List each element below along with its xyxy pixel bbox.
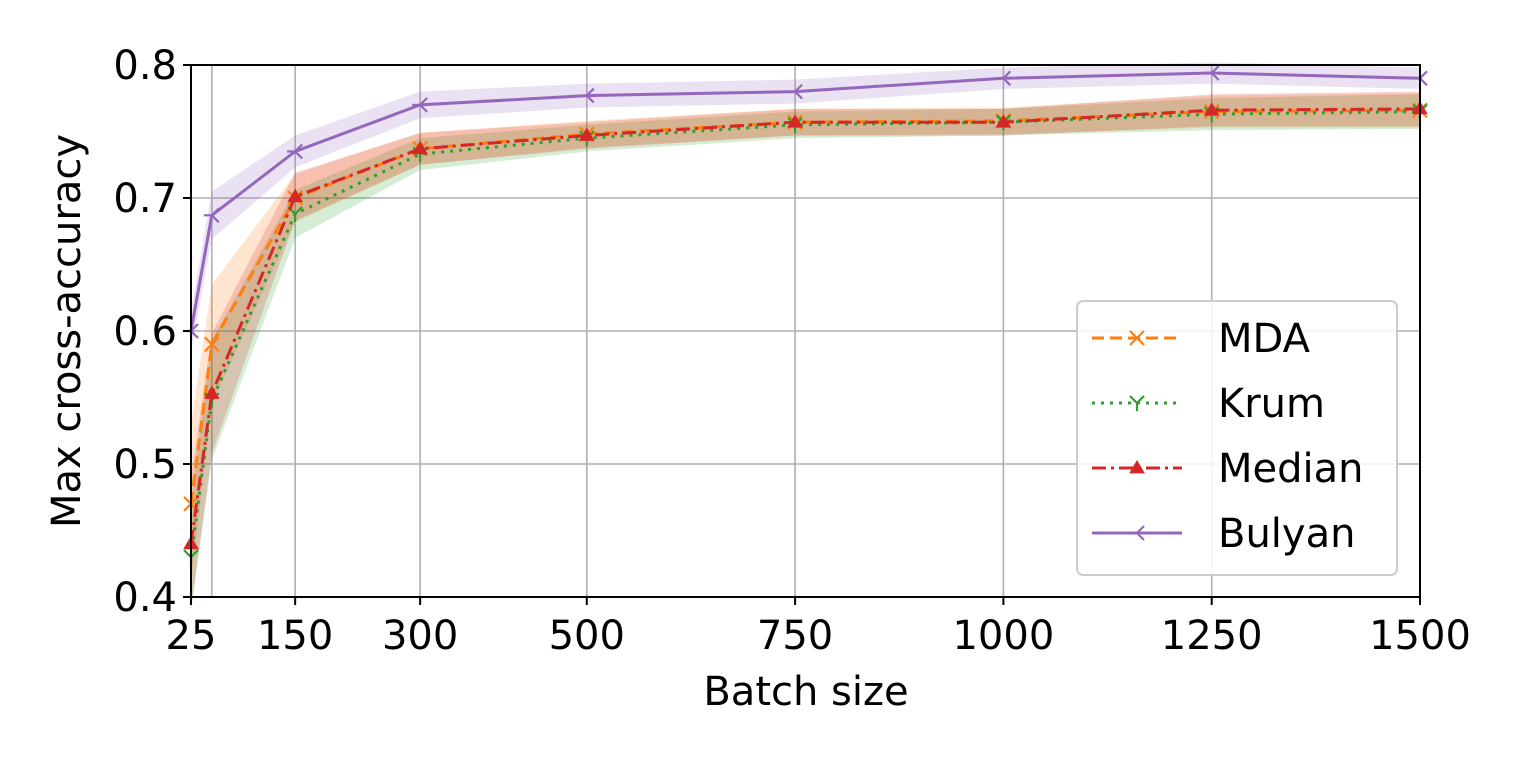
x-tick-label: 150	[257, 613, 333, 659]
point-median	[995, 114, 1012, 128]
x-tick-label: 750	[757, 613, 833, 659]
legend-label: Median	[1218, 446, 1364, 492]
point-median	[203, 385, 220, 399]
y-axis-label: Max cross-accuracy	[44, 134, 90, 528]
legend-box	[1076, 300, 1398, 576]
legend-item-krum: Krum	[1092, 381, 1325, 427]
x-tick-label: 1500	[1369, 613, 1471, 659]
point-median	[287, 188, 304, 203]
point-median	[412, 140, 429, 155]
point-median	[787, 114, 803, 128]
point-bulyan	[1203, 65, 1220, 81]
point-median	[578, 127, 595, 141]
x-tick-label: 1000	[952, 613, 1054, 659]
legend-label: Krum	[1218, 381, 1325, 427]
x-tick-label: 300	[382, 613, 458, 659]
x-axis-label: Batch size	[703, 669, 908, 715]
point-bulyan	[287, 143, 303, 160]
axis-ticks: 25 150 300 500 750 1000 1250 1500 0.4 0.5 0.6 0.7 0.…	[113, 43, 1471, 659]
point-bulyan	[1412, 70, 1428, 87]
legend-label: MDA	[1218, 316, 1311, 362]
legend-item-median: Median	[1092, 446, 1364, 492]
y-tick-label: 0.4	[113, 575, 177, 621]
y-tick-label: 0.8	[113, 43, 177, 89]
point-bulyan	[787, 83, 803, 100]
series-lines	[183, 65, 1428, 566]
legend-marker	[1129, 525, 1145, 541]
x-tick-label: 25	[166, 613, 217, 659]
legend-marker	[1129, 460, 1145, 474]
point-median	[1203, 102, 1220, 116]
point-bulyan	[578, 87, 595, 104]
x-tick-label: 500	[549, 613, 625, 659]
point-bulyan	[995, 70, 1012, 87]
legend-item-mda: MDA	[1092, 316, 1311, 362]
legend-marker	[1129, 395, 1145, 411]
y-tick-label: 0.5	[113, 442, 177, 488]
x-tick-label: 1250	[1161, 613, 1263, 659]
legend-label: Bulyan	[1218, 511, 1355, 557]
point-bulyan	[203, 207, 220, 224]
line-median	[189, 107, 1421, 545]
legend-item-bulyan: Bulyan	[1092, 511, 1355, 557]
y-tick-label: 0.6	[113, 309, 177, 355]
legend-marker	[1129, 330, 1145, 346]
legend: MDA Krum Median Bulyan	[1076, 300, 1398, 576]
y-tick-label: 0.7	[113, 176, 177, 222]
point-bulyan	[412, 97, 428, 113]
point-mda	[204, 336, 220, 353]
